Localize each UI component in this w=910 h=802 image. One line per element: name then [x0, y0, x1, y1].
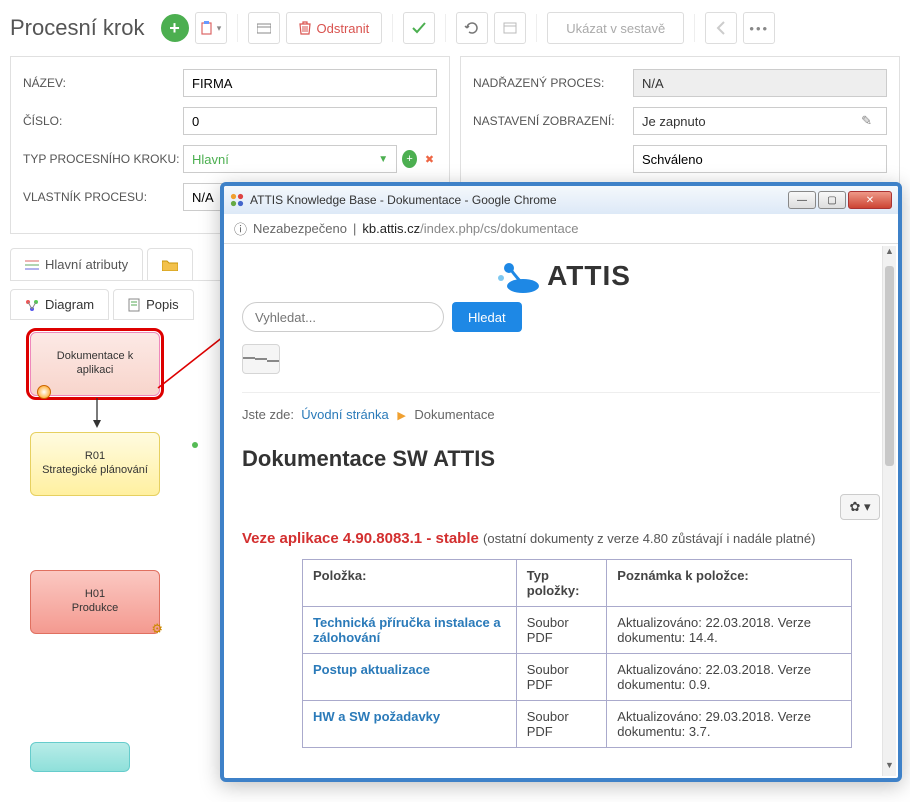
window-maximize-button[interactable]: ▢ — [818, 191, 846, 209]
nadrazeny-value: N/A — [633, 69, 887, 97]
diagram-node-teal[interactable] — [30, 742, 130, 772]
diagram-node-dokumentace[interactable]: Dokumentace k aplikaci — [30, 332, 160, 396]
documents-table: Položka: Typ položky: Poznámka k položce… — [302, 559, 852, 748]
green-dot-icon — [192, 442, 198, 448]
main-toolbar: Procesní krok + Odstranit Ukázat v sesta… — [0, 0, 910, 56]
doc-icon — [128, 298, 140, 312]
joomla-icon — [230, 193, 244, 207]
pencil-icon: ✎ — [861, 113, 878, 129]
table-row: HW a SW požadavky Soubor PDF Aktualizová… — [303, 701, 852, 748]
refresh-button[interactable] — [456, 12, 488, 44]
table-row: Postup aktualizace Soubor PDF Aktualizov… — [303, 654, 852, 701]
list-icon — [25, 259, 39, 271]
add-button[interactable]: + — [161, 14, 189, 42]
popup-chrome-window: ATTIS Knowledge Base - Dokumentace - Goo… — [220, 182, 902, 782]
subtab-diagram[interactable]: Diagram — [10, 289, 109, 320]
popup-scrollbar[interactable]: ▲ ▼ — [882, 246, 896, 776]
search-input[interactable] — [242, 302, 444, 332]
status-input[interactable] — [633, 145, 887, 173]
menu-toggle-button[interactable] — [242, 344, 280, 374]
nadrazeny-label: NADŘAZENÝ PROCES: — [473, 76, 633, 90]
typ-select[interactable]: Hlavní▼ — [183, 145, 397, 173]
search-button[interactable]: Hledat — [452, 302, 522, 332]
delete-button[interactable]: Odstranit — [286, 12, 383, 44]
zobrazeni-label: NASTAVENÍ ZOBRAZENÍ: — [473, 114, 633, 128]
zobrazeni-value[interactable]: Je zapnuto✎ — [633, 107, 887, 135]
doc-heading: Dokumentace SW ATTIS — [242, 446, 880, 472]
page-title: Procesní krok — [10, 15, 145, 41]
window-minimize-button[interactable]: — — [788, 191, 816, 209]
vlastnik-label: VLASTNÍK PROCESU: — [23, 190, 183, 204]
info-icon: ⓘ — [234, 219, 247, 238]
version-line: Veze aplikace 4.90.8083.1 - stable (osta… — [242, 530, 880, 547]
doc-link[interactable]: Postup aktualizace — [313, 662, 430, 677]
security-label: Nezabezpečeno — [253, 221, 347, 236]
window-titlebar[interactable]: ATTIS Knowledge Base - Dokumentace - Goo… — [224, 186, 898, 214]
window-title-text: ATTIS Knowledge Base - Dokumentace - Goo… — [250, 193, 557, 207]
breadcrumb: Jste zde: Úvodní stránka ▶ Dokumentace — [242, 392, 880, 436]
window-button[interactable] — [494, 12, 526, 44]
compass-icon — [37, 385, 51, 399]
back-button[interactable] — [705, 12, 737, 44]
table-header-type: Typ položky: — [516, 560, 607, 607]
settings-dropdown[interactable]: ✿ ▾ — [840, 494, 880, 520]
scroll-thumb[interactable] — [885, 266, 894, 466]
doc-link[interactable]: HW a SW požadavky — [313, 709, 440, 724]
typ-add-button[interactable]: + — [402, 150, 417, 168]
window-close-button[interactable]: ✕ — [848, 191, 892, 209]
breadcrumb-current: Dokumentace — [414, 407, 494, 422]
subtab-popis[interactable]: Popis — [113, 289, 194, 320]
folder-icon — [162, 259, 178, 271]
tab-main-attributes[interactable]: Hlavní atributy — [10, 248, 143, 280]
typ-clear-button[interactable]: ✖ — [422, 150, 437, 168]
diagram-node-h01[interactable]: H01Produkce ⚙ — [30, 570, 160, 634]
confirm-button[interactable] — [403, 12, 435, 44]
breadcrumb-home-link[interactable]: Úvodní stránka — [301, 407, 388, 422]
table-row: Technická příručka instalace a zálohován… — [303, 607, 852, 654]
clipboard-button[interactable] — [195, 12, 227, 44]
attis-logo: ATTIS — [242, 258, 880, 294]
scroll-down-icon[interactable]: ▼ — [883, 760, 896, 776]
typ-label: TYP PROCESNÍHO KROKU: — [23, 152, 183, 166]
cislo-input[interactable] — [183, 107, 437, 135]
address-bar[interactable]: ⓘ Nezabezpečeno | kb.attis.cz/index.php/… — [224, 214, 898, 244]
show-in-report-button[interactable]: Ukázat v sestavě — [547, 12, 684, 44]
tab-folder[interactable] — [147, 248, 193, 280]
table-header-note: Poznámka k položce: — [607, 560, 852, 607]
scroll-up-icon[interactable]: ▲ — [883, 246, 896, 262]
doc-link[interactable]: Technická příručka instalace a zálohován… — [313, 615, 501, 645]
trash-icon — [299, 21, 311, 35]
more-button[interactable]: ••• — [743, 12, 775, 44]
cislo-label: ČÍSLO: — [23, 114, 183, 128]
nazev-input[interactable] — [183, 69, 437, 97]
diagram-node-r01[interactable]: R01Strategické plánování — [30, 432, 160, 496]
gears-icon: ⚙ — [151, 621, 163, 637]
diagram-icon — [25, 299, 39, 311]
nazev-label: NÁZEV: — [23, 76, 183, 90]
archive-button[interactable] — [248, 12, 280, 44]
delete-label: Odstranit — [317, 21, 370, 36]
table-header-item: Položka: — [303, 560, 517, 607]
